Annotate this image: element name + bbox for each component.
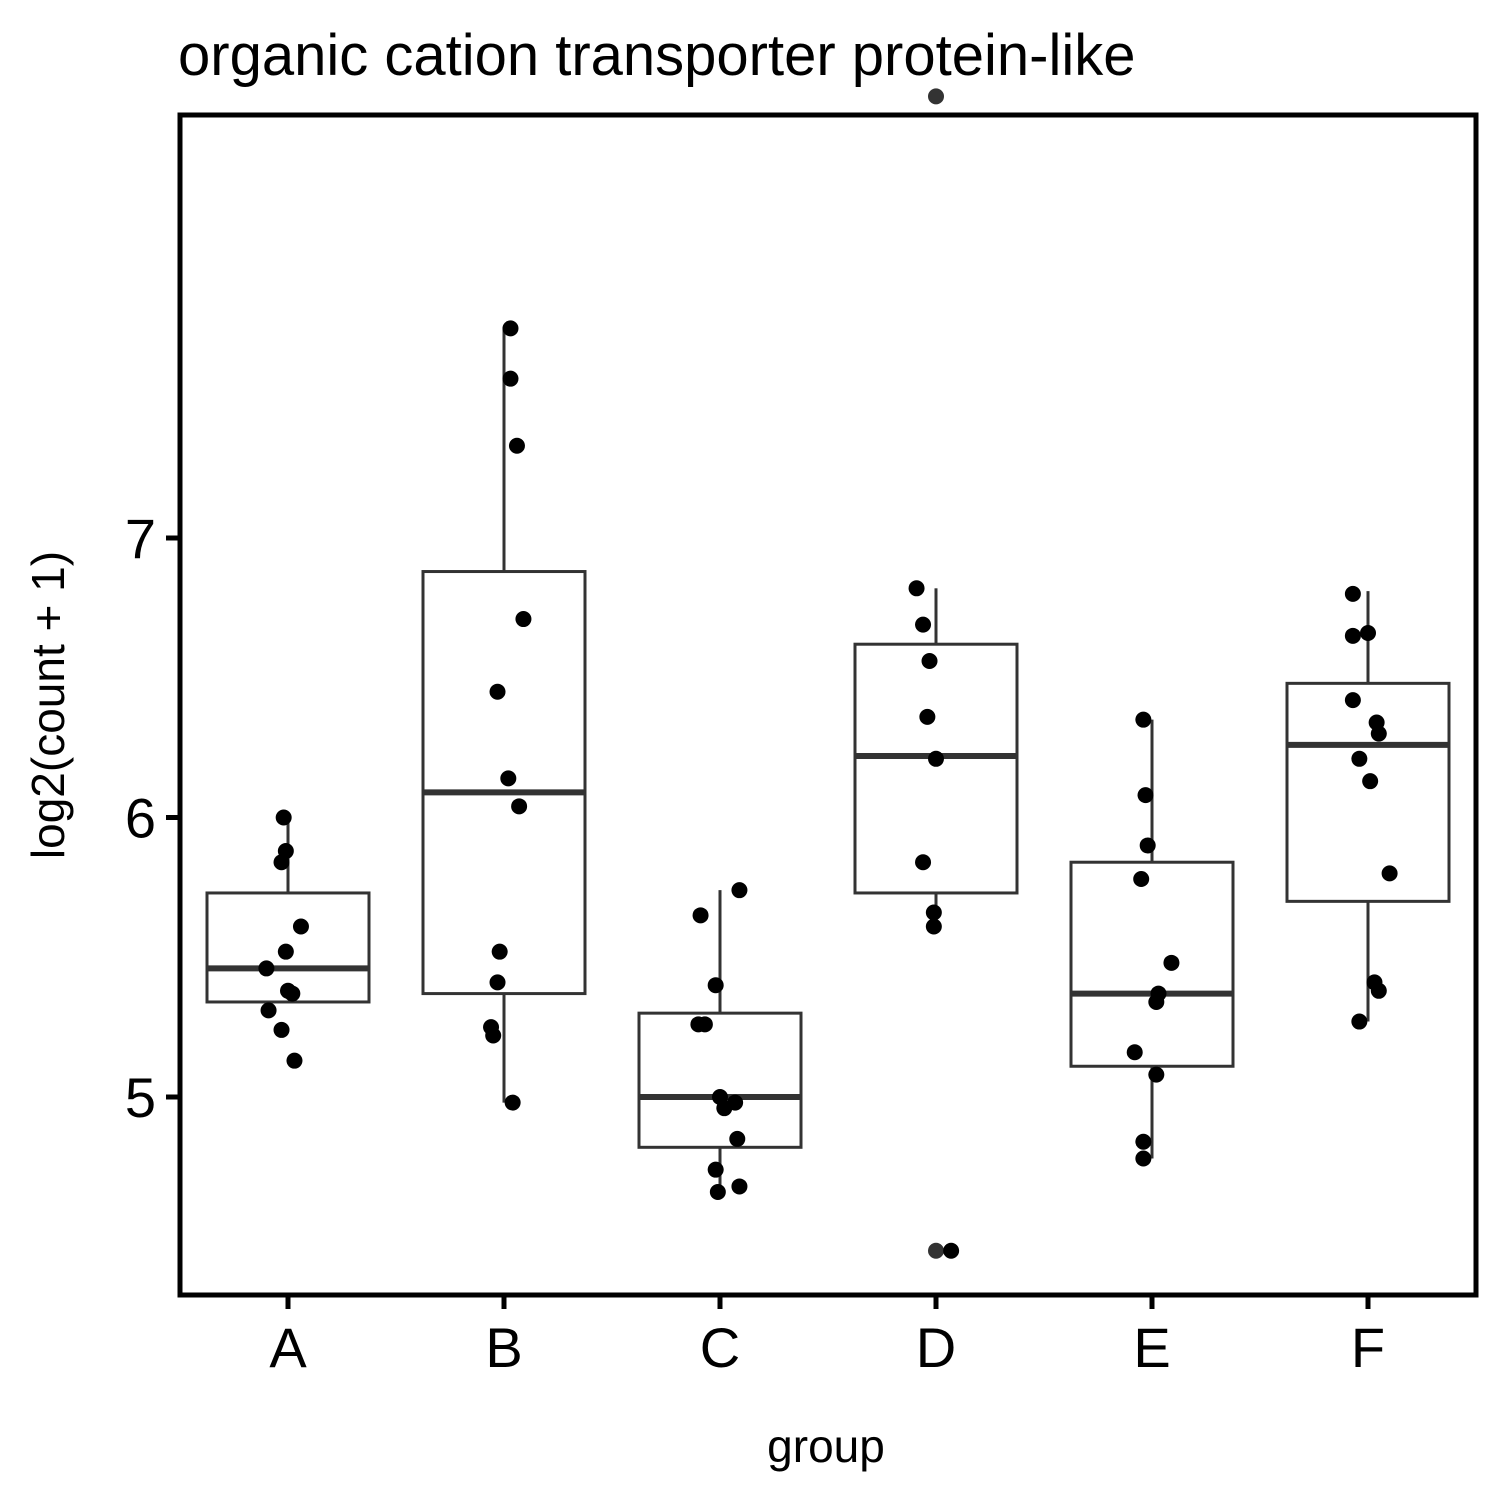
x-tick-label: E [1133, 1316, 1170, 1379]
data-point [1362, 773, 1379, 790]
data-point [502, 320, 519, 337]
y-tick-label: 7 [125, 507, 156, 570]
plot-panel-border [177, 112, 1479, 1298]
data-point [707, 977, 724, 994]
y-tick-label: 5 [125, 1066, 156, 1129]
x-tick-label: F [1351, 1316, 1385, 1379]
data-point [696, 1016, 713, 1033]
data-point [1139, 837, 1156, 854]
data-point [515, 611, 532, 628]
data-point [1163, 954, 1180, 971]
data-point [1351, 750, 1368, 767]
data-point [292, 918, 309, 935]
box-group-c [637, 890, 803, 1195]
data-point [511, 798, 528, 815]
data-point [284, 985, 301, 1002]
data-point [1126, 1044, 1143, 1061]
data-point [1148, 993, 1165, 1010]
x-tick-label: D [916, 1316, 956, 1379]
data-point [921, 652, 938, 669]
box-group-f [1285, 591, 1451, 1022]
x-tick-label: C [700, 1316, 740, 1379]
data-point [1344, 585, 1361, 602]
data-point [1351, 1013, 1368, 1030]
outlier-point [928, 88, 944, 105]
y-tick-label: 6 [125, 787, 156, 850]
data-point [1135, 1133, 1152, 1150]
x-axis: A B C D E F [269, 1295, 1385, 1379]
y-axis: 5 6 7 [125, 507, 180, 1129]
data-point [485, 1027, 502, 1044]
data-point [1135, 1150, 1152, 1167]
data-point [508, 437, 525, 454]
data-point [1360, 625, 1376, 642]
data-point [1137, 787, 1154, 804]
box-body [637, 1011, 803, 1149]
x-tick-label: A [269, 1316, 307, 1379]
x-axis-label: group [767, 1420, 885, 1472]
data-point [491, 943, 508, 960]
data-point [504, 1094, 521, 1111]
chart-title: organic cation transporter protein-like [178, 23, 1135, 88]
data-point [908, 580, 925, 597]
data-point [502, 370, 519, 387]
data-point [500, 770, 517, 787]
data-point [1148, 1066, 1165, 1083]
box-body [1069, 860, 1235, 1068]
x-tick-label: B [485, 1316, 522, 1379]
data-point [716, 1100, 733, 1117]
data-point [1135, 711, 1152, 728]
data-point [273, 854, 290, 871]
box-group-d [853, 588, 1019, 927]
data-point [258, 960, 275, 977]
data-point [275, 809, 292, 826]
data-point [1381, 865, 1398, 882]
data-point [707, 1161, 724, 1178]
data-point [273, 1021, 290, 1038]
data-point [925, 918, 942, 935]
box-body [853, 642, 1019, 895]
data-point [1370, 982, 1387, 999]
box-group-e [1069, 719, 1235, 1159]
data-point [1344, 692, 1361, 709]
y-axis-label: log2(count + 1) [22, 551, 74, 859]
data-point [731, 1178, 748, 1195]
data-point [489, 683, 506, 700]
data-point [915, 854, 932, 871]
box-body [1285, 681, 1451, 903]
data-point [729, 1130, 746, 1147]
outlier-point [928, 1242, 944, 1259]
data-point [1370, 725, 1387, 742]
plot-area [205, 88, 1451, 1259]
data-point [277, 943, 294, 960]
data-point [489, 974, 506, 991]
data-point [928, 750, 944, 767]
data-point [1344, 627, 1361, 644]
data-point [731, 882, 748, 899]
data-point [286, 1052, 303, 1069]
data-point [1133, 870, 1150, 887]
data-point [692, 907, 709, 924]
data-point [943, 1242, 960, 1259]
data-point [709, 1184, 726, 1201]
data-point [925, 904, 942, 921]
data-point [915, 616, 932, 633]
data-point [919, 708, 936, 725]
data-point [260, 1002, 277, 1019]
